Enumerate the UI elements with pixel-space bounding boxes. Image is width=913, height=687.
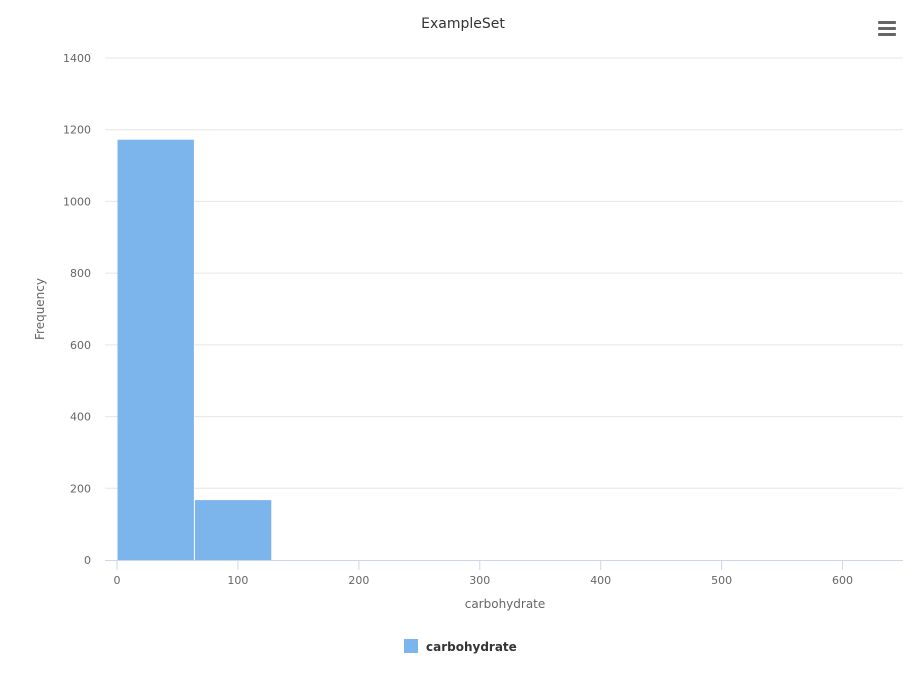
y-tick-label: 200 [70,482,91,495]
y-tick-label: 0 [84,554,91,567]
chart-menu-button[interactable] [874,16,900,40]
y-tick-label: 1400 [63,52,91,65]
histogram-bar-2[interactable] [194,500,272,560]
y-axis-title: Frequency [33,278,47,340]
x-axis-title: carbohydrate [465,597,546,611]
hamburger-menu-icon [878,21,896,36]
y-tick-label: 800 [70,267,91,280]
x-tick-label: 300 [469,574,490,587]
chart-title: ExampleSet [421,16,505,32]
x-tick-label: 500 [711,574,732,587]
legend-swatch [404,639,418,653]
x-tick-label: 400 [590,574,611,587]
y-tick-label: 1200 [63,124,91,137]
y-tick-label: 400 [70,411,91,424]
y-tick-label: 600 [70,339,91,352]
x-axis-ticks: 0 100 200 300 400 500 600 [114,560,853,587]
x-tick-label: 0 [114,574,121,587]
y-axis-ticks: 0 200 400 600 800 1000 1200 1400 [63,52,91,567]
y-tick-label: 1000 [63,195,91,208]
x-tick-label: 100 [227,574,248,587]
grid-layer [105,57,903,489]
legend-item[interactable]: carbohydrate [404,639,517,654]
bar-layer [117,139,272,561]
legend-label: carbohydrate [426,640,517,654]
x-tick-label: 200 [348,574,369,587]
x-tick-label: 600 [832,574,853,587]
histogram-bar-1[interactable] [117,139,194,561]
